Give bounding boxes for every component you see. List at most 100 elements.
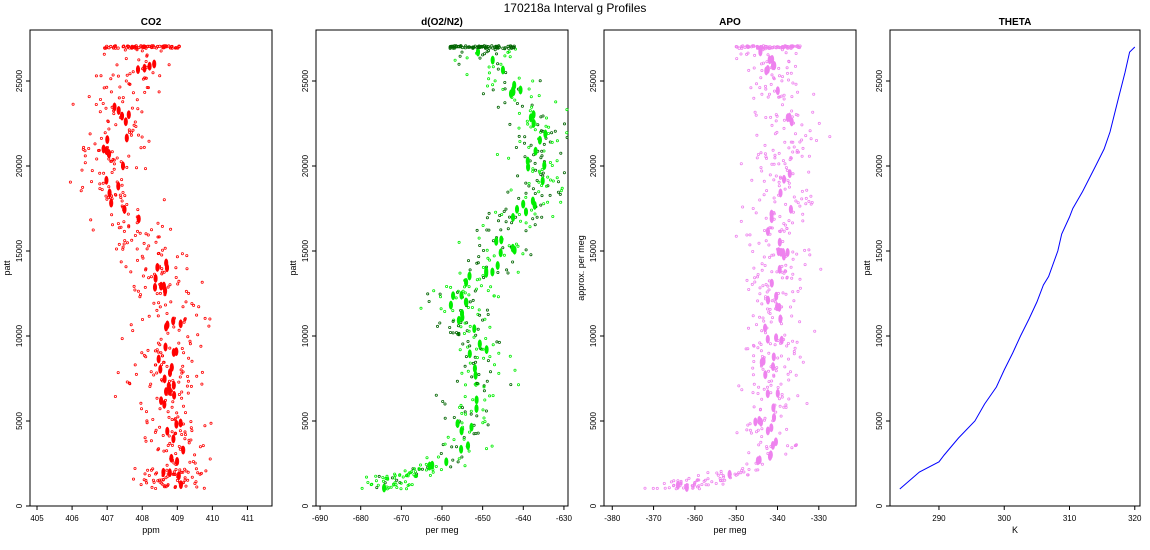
data-point [443,309,447,313]
data-point [188,460,192,464]
data-point [475,228,479,232]
data-point [104,106,108,110]
data-cluster [178,319,183,329]
data-point [519,219,523,223]
data-point [565,108,569,112]
data-point [142,478,146,482]
data-cluster [758,417,764,427]
data-cluster [765,334,770,344]
data-point [481,347,485,351]
data-point [483,317,487,321]
data-point [187,291,191,295]
plot-frame-1 [29,29,273,507]
data-point [129,270,133,274]
data-point [165,449,169,453]
data-point [764,216,768,220]
data-point [98,171,102,175]
data-point [477,236,481,240]
data-point [778,95,782,99]
data-point [477,255,481,259]
data-point [786,71,790,75]
data-cluster [765,295,771,305]
data-point [165,468,169,472]
data-point [784,263,788,267]
data-point [790,314,794,318]
data-point [550,131,554,135]
data-point [804,196,808,200]
data-point [794,52,798,56]
data-point [145,481,149,485]
data-cluster [477,339,482,349]
data-point [186,374,190,378]
data-point [454,296,458,300]
data-point [110,170,114,174]
data-point [157,251,161,255]
data-point [146,468,150,472]
data-point [768,173,772,177]
data-point [786,444,790,448]
data-point [777,151,781,155]
x-tick-label: 406 [65,514,79,523]
data-point [164,476,168,480]
data-point [125,165,129,169]
data-point [785,227,789,231]
data-point [466,259,470,263]
data-point [760,397,764,401]
data-point [199,344,203,348]
data-point [517,111,521,115]
data-point [772,196,776,200]
data-point [796,90,800,94]
data-cluster [158,364,163,374]
data-point [203,316,207,320]
data-point [134,166,138,170]
data-point [151,417,155,421]
data-point [746,51,750,55]
y-tick-label: 25000 [301,69,310,92]
data-point [505,268,509,272]
data-point [167,434,171,438]
data-point [462,285,466,289]
data-point [435,324,439,328]
data-point [209,421,213,425]
data-point [747,326,751,330]
data-point [180,432,184,436]
data-point [465,321,469,325]
data-point [159,337,163,341]
data-point [404,487,408,491]
data-point [115,156,119,160]
data-point [374,479,378,483]
data-point [769,82,773,86]
data-point [135,98,139,102]
data-point [171,400,175,404]
data-point [531,217,535,221]
data-point [762,193,766,197]
data-point [148,384,152,388]
data-point [503,101,507,105]
data-point [114,123,118,127]
data-cluster [460,312,465,322]
data-point [502,209,506,213]
data-point [755,133,759,137]
data-point [759,342,763,346]
data-point [503,81,507,85]
data-point [105,44,109,48]
data-point [481,44,485,49]
x-tick-label: 310 [1063,514,1077,523]
data-point [756,152,760,156]
data-point [383,481,387,485]
data-cluster [472,364,477,373]
data-point [169,300,173,304]
data-point [813,329,817,333]
data-point [183,317,187,321]
data-point [697,487,701,491]
data-point [394,483,398,487]
y-tick-label: 15000 [15,239,24,262]
data-point [155,292,159,296]
data-point [149,275,153,279]
data-point [819,267,823,271]
data-point [761,284,765,288]
data-cluster [152,59,157,69]
data-point [168,283,172,287]
data-point [467,449,471,453]
data-point [804,202,808,206]
